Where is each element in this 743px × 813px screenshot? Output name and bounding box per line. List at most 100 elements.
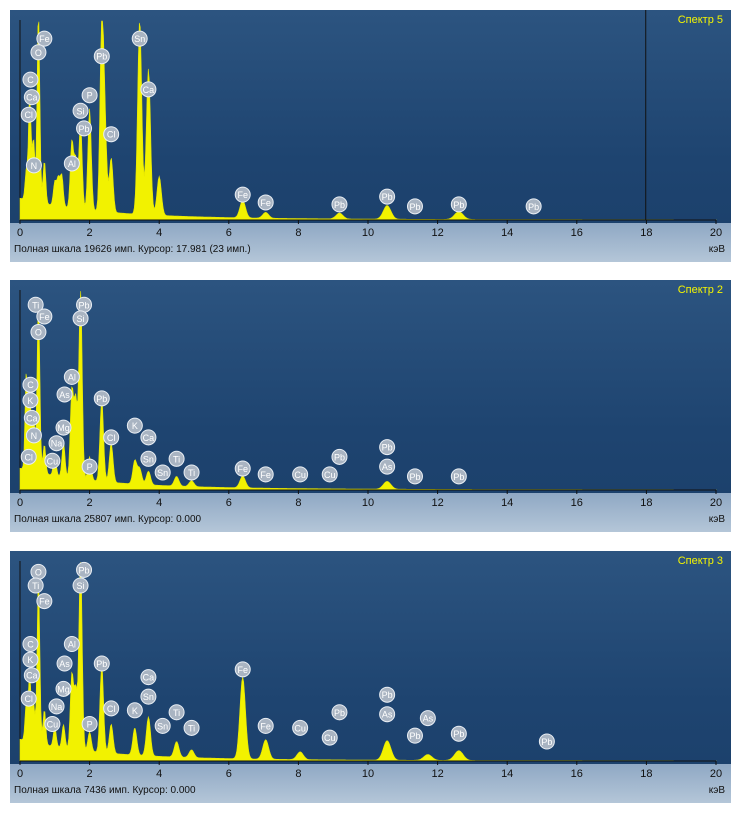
- element-label: Pb: [379, 188, 396, 205]
- svg-text:Mg: Mg: [57, 423, 70, 433]
- svg-text:Al: Al: [68, 640, 76, 650]
- svg-text:As: As: [59, 390, 70, 400]
- svg-text:Pb: Pb: [409, 472, 420, 482]
- element-label: Cl: [103, 429, 120, 446]
- element-label: P: [81, 458, 98, 475]
- status-text: Полная шкала 7436 имп. Курсор: 0.000: [14, 785, 196, 796]
- svg-text:As: As: [382, 462, 393, 472]
- spectrum-panel-3: 0 2 4 6 8 10 12 14 16 18 20 O Ti Fe Pb Si C K Ca Cl Al As Mg Na…: [10, 551, 731, 803]
- svg-text:Si: Si: [77, 581, 85, 591]
- x-tick-label: 8: [295, 227, 301, 239]
- element-label: Sn: [140, 450, 157, 467]
- svg-text:Pb: Pb: [334, 200, 345, 210]
- x-tick-label: 20: [710, 768, 722, 780]
- element-label: Ca: [140, 669, 157, 686]
- element-label: Al: [63, 155, 80, 172]
- element-label: Sn: [154, 717, 171, 734]
- x-tick-label: 14: [501, 768, 513, 780]
- x-tick-label: 0: [17, 497, 23, 509]
- svg-text:Sn: Sn: [157, 721, 168, 731]
- status-text: Полная шкала 25807 имп. Курсор: 0.000: [14, 514, 202, 525]
- element-label: Fe: [36, 30, 53, 47]
- element-label: Fe: [234, 186, 251, 203]
- x-tick-label: 18: [640, 227, 652, 239]
- element-label: Fe: [257, 194, 274, 211]
- x-tick-label: 16: [571, 227, 583, 239]
- svg-text:Cu: Cu: [294, 723, 306, 733]
- svg-text:P: P: [87, 462, 93, 472]
- element-label: Cu: [44, 452, 61, 469]
- svg-text:Ca: Ca: [26, 671, 38, 681]
- axis-unit: кэВ: [708, 785, 725, 796]
- element-label: Al: [63, 636, 80, 652]
- svg-text:Na: Na: [51, 439, 63, 449]
- x-tick-label: 10: [362, 497, 374, 509]
- x-tick-label: 4: [156, 497, 162, 509]
- x-tick-label: 12: [431, 227, 443, 239]
- element-label: As: [379, 706, 396, 723]
- footer-bar: [10, 764, 731, 803]
- element-label: Fe: [257, 466, 274, 483]
- element-label: Pb: [331, 448, 348, 465]
- svg-text:Cu: Cu: [47, 456, 59, 466]
- x-tick-label: 6: [226, 497, 232, 509]
- element-label: Si: [72, 577, 89, 594]
- element-label: Pb: [331, 196, 348, 213]
- svg-text:C: C: [27, 640, 34, 650]
- svg-text:Pb: Pb: [334, 452, 345, 462]
- element-label: P: [81, 87, 98, 104]
- spectrum-chart: 0 2 4 6 8 10 12 14 16 18 20 Fe O C Ca Cl N Sn Pb Ca PSi Pb Cl A…: [17, 10, 722, 239]
- x-tick-label: 6: [226, 768, 232, 780]
- svg-text:Fe: Fe: [39, 597, 50, 607]
- element-label: Ca: [23, 409, 40, 426]
- svg-text:Mg: Mg: [57, 684, 70, 694]
- element-label: Fe: [36, 308, 53, 325]
- element-label: Cl: [20, 690, 37, 707]
- svg-text:Sn: Sn: [157, 468, 168, 478]
- element-label: N: [25, 427, 42, 444]
- element-label: Ti: [183, 719, 200, 736]
- element-label: Pb: [76, 120, 93, 137]
- svg-text:Ti: Ti: [32, 581, 39, 591]
- element-label: As: [419, 710, 436, 727]
- x-tick-label: 8: [295, 768, 301, 780]
- svg-text:Ti: Ti: [188, 723, 195, 733]
- svg-text:Pb: Pb: [528, 202, 539, 212]
- svg-text:Ca: Ca: [143, 433, 155, 443]
- svg-text:K: K: [27, 396, 33, 406]
- svg-text:Pb: Pb: [409, 202, 420, 212]
- element-label: Sn: [154, 464, 171, 481]
- svg-text:Al: Al: [68, 159, 76, 169]
- element-label: Cu: [321, 729, 338, 746]
- svg-text:Ti: Ti: [188, 468, 195, 478]
- x-tick-label: 20: [710, 497, 722, 509]
- svg-text:Sn: Sn: [134, 34, 145, 44]
- element-label: Pb: [525, 198, 542, 215]
- svg-text:K: K: [27, 655, 33, 665]
- element-label: Cl: [20, 106, 37, 123]
- svg-text:Pb: Pb: [541, 737, 552, 747]
- svg-text:Pb: Pb: [453, 200, 464, 210]
- element-label: Pb: [450, 725, 467, 742]
- element-label: N: [25, 157, 42, 174]
- element-label: Cl: [20, 448, 37, 465]
- element-label: Cu: [321, 466, 338, 483]
- element-label: Mg: [55, 680, 72, 697]
- element-label: Ca: [140, 429, 157, 446]
- svg-text:Fe: Fe: [260, 198, 271, 208]
- element-label: K: [126, 702, 143, 719]
- element-label: C: [22, 376, 39, 393]
- x-tick-label: 2: [87, 497, 93, 509]
- element-label: Pb: [450, 196, 467, 213]
- svg-text:Pb: Pb: [79, 565, 90, 575]
- element-label: Na: [48, 698, 65, 715]
- element-label: As: [56, 386, 73, 403]
- svg-text:Pb: Pb: [79, 124, 90, 134]
- svg-text:K: K: [132, 706, 138, 716]
- element-label: Sn: [131, 30, 148, 47]
- x-tick-label: 0: [17, 227, 23, 239]
- element-label: Pb: [538, 733, 555, 750]
- x-tick-label: 18: [640, 768, 652, 780]
- svg-text:Ti: Ti: [32, 300, 39, 310]
- spectrum-panel-5: 0 2 4 6 8 10 12 14 16 18 20 Fe O C Ca Cl N Sn Pb Ca P Si Pb Cl A…: [10, 10, 731, 262]
